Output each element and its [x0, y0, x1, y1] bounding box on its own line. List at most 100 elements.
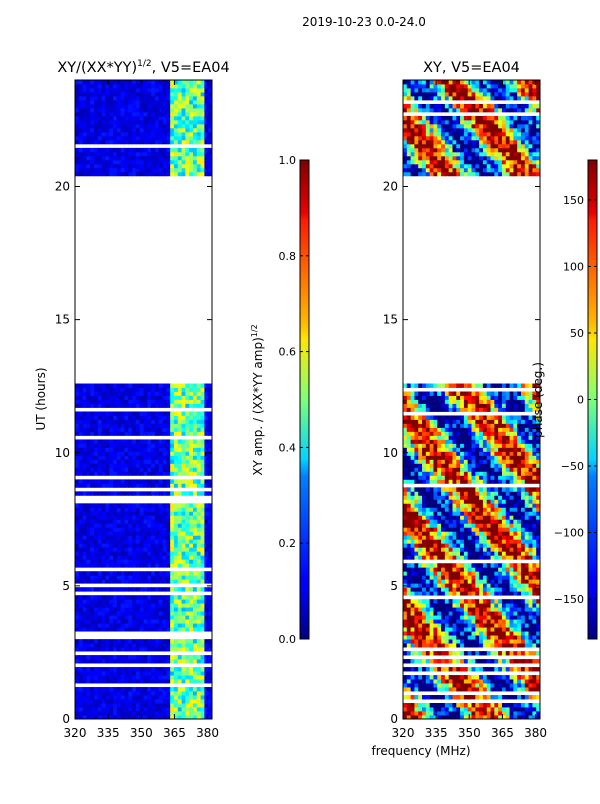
heatmap-cell: [140, 459, 144, 463]
heatmap-cell: [403, 639, 407, 643]
heatmap-cell: [113, 92, 117, 96]
heatmap-cell: [185, 543, 189, 547]
heatmap-cell: [124, 623, 128, 627]
heatmap-cell: [113, 547, 117, 551]
heatmap-cell: [121, 687, 125, 691]
heatmap-cell: [437, 563, 441, 567]
right-title: XY, V5=EA04: [423, 60, 520, 76]
heatmap-cell: [468, 543, 472, 547]
heatmap-cell: [94, 695, 98, 699]
heatmap-cell: [532, 519, 536, 523]
heatmap-cell: [144, 519, 148, 523]
heatmap-cell: [109, 575, 113, 579]
heatmap-cell: [75, 164, 79, 168]
heatmap-cell: [132, 419, 136, 423]
heatmap-cell: [189, 431, 193, 435]
heatmap-cell: [140, 671, 144, 675]
heatmap-cell: [517, 651, 521, 655]
heatmap-cell: [197, 471, 201, 475]
heatmap-cell: [189, 411, 193, 415]
heatmap-cell: [201, 451, 205, 455]
heatmap-cell: [185, 384, 189, 388]
heatmap-cell: [174, 599, 178, 603]
heatmap-cell: [155, 84, 159, 88]
heatmap-cell: [83, 92, 87, 96]
heatmap-cell: [86, 563, 90, 567]
heatmap-cell: [532, 571, 536, 575]
heatmap-cell: [75, 156, 79, 160]
heatmap-cell: [418, 603, 422, 607]
heatmap-cell: [90, 543, 94, 547]
heatmap-cell: [201, 491, 205, 495]
heatmap-cell: [445, 707, 449, 711]
heatmap-cell: [197, 132, 201, 136]
heatmap-cell: [449, 695, 453, 699]
heatmap-cell: [140, 687, 144, 691]
heatmap-cell: [532, 643, 536, 647]
heatmap-cell: [83, 575, 87, 579]
heatmap-cell: [94, 619, 98, 623]
heatmap-cell: [182, 136, 186, 140]
heatmap-cell: [140, 128, 144, 132]
heatmap-cell: [124, 675, 128, 679]
heatmap-cell: [418, 619, 422, 623]
heatmap-cell: [426, 667, 430, 671]
heatmap-cell: [132, 679, 136, 683]
heatmap-cell: [113, 80, 117, 84]
heatmap-cell: [521, 543, 525, 547]
heatmap-cell: [197, 707, 201, 711]
heatmap-cell: [155, 136, 159, 140]
heatmap-cell: [529, 683, 533, 687]
heatmap-cell: [151, 104, 155, 108]
heatmap-cell: [140, 623, 144, 627]
heatmap-cell: [98, 396, 102, 400]
heatmap-cell: [414, 591, 418, 595]
heatmap-cell: [189, 124, 193, 128]
heatmap-cell: [468, 695, 472, 699]
heatmap-cell: [90, 531, 94, 535]
heatmap-cell: [159, 543, 163, 547]
heatmap-cell: [75, 479, 79, 483]
heatmap-cell: [151, 124, 155, 128]
heatmap-cell: [124, 483, 128, 487]
heatmap-cell: [128, 491, 132, 495]
heatmap-cell: [159, 539, 163, 543]
heatmap-cell: [151, 523, 155, 527]
heatmap-cell: [510, 651, 514, 655]
heatmap-cell: [117, 108, 121, 112]
heatmap-cell: [487, 639, 491, 643]
heatmap-cell: [136, 479, 140, 483]
heatmap-cell: [422, 675, 426, 679]
heatmap-cell: [483, 623, 487, 627]
heatmap-cell: [124, 655, 128, 659]
heatmap-cell: [411, 631, 415, 635]
heatmap-cell: [144, 491, 148, 495]
heatmap-cell: [460, 615, 464, 619]
heatmap-cell: [441, 651, 445, 655]
heatmap-cell: [193, 423, 197, 427]
heatmap-cell: [151, 575, 155, 579]
heatmap-cell: [128, 427, 132, 431]
heatmap-cell: [79, 400, 83, 404]
heatmap-cell: [86, 172, 90, 176]
heatmap-cell: [140, 443, 144, 447]
heatmap-cell: [147, 647, 151, 651]
heatmap-cell: [521, 515, 525, 519]
heatmap-cell: [83, 547, 87, 551]
heatmap-cell: [414, 511, 418, 515]
heatmap-cell: [452, 687, 456, 691]
heatmap-cell: [193, 523, 197, 527]
heatmap-cell: [433, 651, 437, 655]
heatmap-cell: [494, 563, 498, 567]
heatmap-cell: [109, 707, 113, 711]
heatmap-cell: [204, 703, 208, 707]
heatmap-cell: [185, 388, 189, 392]
heatmap-cell: [204, 84, 208, 88]
heatmap-cell: [502, 603, 506, 607]
heatmap-cell: [86, 423, 90, 427]
heatmap-cell: [491, 639, 495, 643]
heatmap-cell: [411, 599, 415, 603]
heatmap-cell: [185, 431, 189, 435]
heatmap-cell: [113, 479, 117, 483]
heatmap-cell: [197, 491, 201, 495]
